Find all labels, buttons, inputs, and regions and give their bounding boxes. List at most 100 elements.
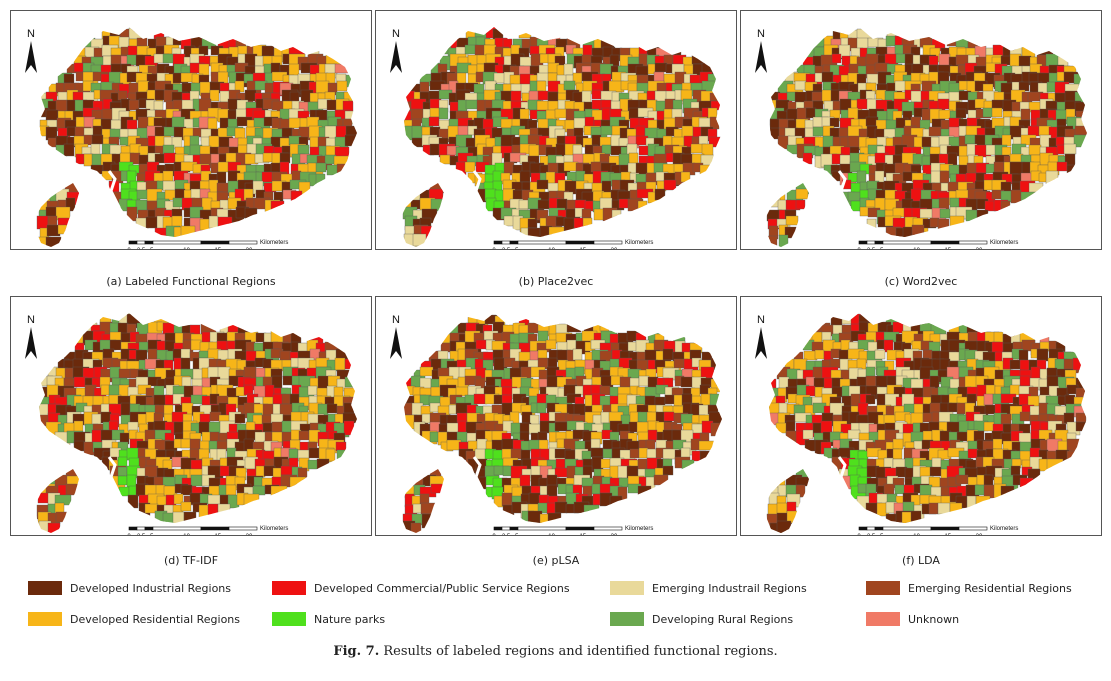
north-arrow-icon: [25, 41, 37, 73]
region-polygon: [1066, 164, 1082, 178]
region-polygon: [976, 209, 989, 221]
region-polygon: [599, 385, 611, 396]
region-polygon: [217, 161, 230, 173]
region-polygon: [946, 331, 961, 342]
region-polygon: [911, 224, 925, 236]
legend-item-developing-rural: Developing Rural Regions: [610, 612, 793, 626]
scale-tick-label: 20: [246, 248, 253, 249]
region-polygon: [591, 89, 602, 100]
region-polygon: [298, 430, 310, 441]
region-polygon: [153, 117, 168, 128]
region-polygon: [601, 107, 612, 122]
north-label: N: [27, 28, 35, 40]
region-polygon: [547, 91, 559, 103]
region-polygon: [662, 465, 674, 476]
region-polygon: [785, 215, 799, 226]
panel-caption-b: (b) Place2vec: [518, 275, 594, 288]
region-polygon: [967, 448, 979, 459]
north-label: N: [392, 28, 400, 40]
region-polygon: [847, 429, 861, 440]
region-polygon: [600, 458, 612, 469]
region-polygon: [637, 458, 648, 471]
legend-label: Nature parks: [314, 612, 386, 626]
map-panel-b: N 0 2.5 5 10 15 20 Kilometers: [375, 10, 737, 250]
region-polygon: [484, 80, 497, 92]
legend-label: Emerging Industrail Regions: [652, 581, 807, 595]
region-polygon: [892, 448, 903, 460]
region-polygon: [786, 501, 797, 513]
scale-tick-label: 15: [944, 534, 951, 535]
region-polygon: [290, 190, 303, 206]
region-polygon: [874, 349, 886, 360]
region-polygon: [519, 474, 531, 487]
region-polygon: [117, 475, 128, 486]
north-arrow-icon: [25, 327, 37, 359]
region-polygon: [180, 501, 192, 512]
region-polygon: [1019, 375, 1031, 387]
region-polygon: [548, 226, 565, 237]
region-polygon: [611, 209, 622, 225]
region-polygon: [118, 36, 130, 49]
region-polygon: [244, 89, 257, 102]
region-polygon: [1021, 45, 1036, 58]
region-polygon: [128, 99, 140, 111]
region-polygon: [680, 171, 691, 183]
region-polygon: [865, 394, 876, 405]
region-polygon: [1000, 200, 1011, 214]
region-polygon: [804, 439, 817, 452]
region-polygon: [1075, 412, 1087, 424]
region-polygon: [63, 143, 75, 157]
scale-unit-label: Kilometers: [260, 526, 288, 532]
region-polygon: [805, 385, 816, 397]
region-polygon: [778, 376, 790, 389]
water-channel: [472, 456, 490, 510]
region-polygon: [457, 420, 468, 434]
region-polygon: [937, 98, 950, 110]
region-polygon: [1063, 143, 1077, 155]
legend-item-developed-residential: Developed Residential Regions: [28, 612, 240, 626]
region-polygon: [637, 200, 648, 211]
panel-caption-f: (f) LDA: [902, 554, 940, 567]
scale-tick-label: 20: [976, 534, 983, 535]
region-polygon: [795, 476, 810, 487]
scale-tick-label: 0: [492, 248, 496, 249]
north-label: N: [757, 314, 765, 326]
scale-tick-label: 10: [183, 248, 190, 249]
region-polygon: [192, 385, 204, 397]
region-polygon: [795, 484, 806, 498]
region-polygon: [198, 448, 210, 460]
region-polygon: [36, 215, 49, 230]
region-polygon: [307, 385, 318, 396]
scale-tick-label: 15: [944, 248, 951, 249]
region-polygon: [947, 152, 958, 166]
region-polygon: [402, 402, 414, 416]
map-f: N 0 2.5 5 10 15 20 Kilometers: [755, 313, 1087, 535]
map-panel-c: N 0 2.5 5 10 15 20 Kilometers: [740, 10, 1102, 250]
region-polygon: [1046, 458, 1064, 474]
north-arrow-icon: [755, 327, 767, 359]
map-panel-d: N 0 2.5 5 10 15 20 Kilometers: [10, 296, 372, 536]
region-polygon: [439, 154, 451, 165]
region-polygon: [147, 348, 158, 361]
north-label: N: [392, 314, 400, 326]
region-polygon: [117, 90, 128, 101]
region-polygon: [109, 366, 121, 379]
region-polygon: [922, 349, 933, 360]
scale-tick-label: 20: [976, 248, 983, 249]
region-polygon: [1011, 441, 1022, 452]
region-polygon: [91, 134, 104, 145]
region-polygon: [939, 170, 950, 185]
region-polygon: [1045, 170, 1059, 185]
region-polygon: [778, 402, 789, 415]
region-polygon: [965, 209, 978, 222]
region-polygon: [307, 459, 319, 470]
region-polygon: [955, 108, 967, 119]
region-polygon: [325, 448, 336, 462]
region-polygon: [336, 449, 348, 463]
region-polygon: [57, 224, 71, 235]
region-polygon: [664, 394, 676, 405]
region-polygon: [787, 393, 798, 404]
legend-label: Developing Rural Regions: [652, 612, 794, 626]
region-polygon: [334, 357, 346, 371]
region-polygon: [65, 483, 83, 496]
